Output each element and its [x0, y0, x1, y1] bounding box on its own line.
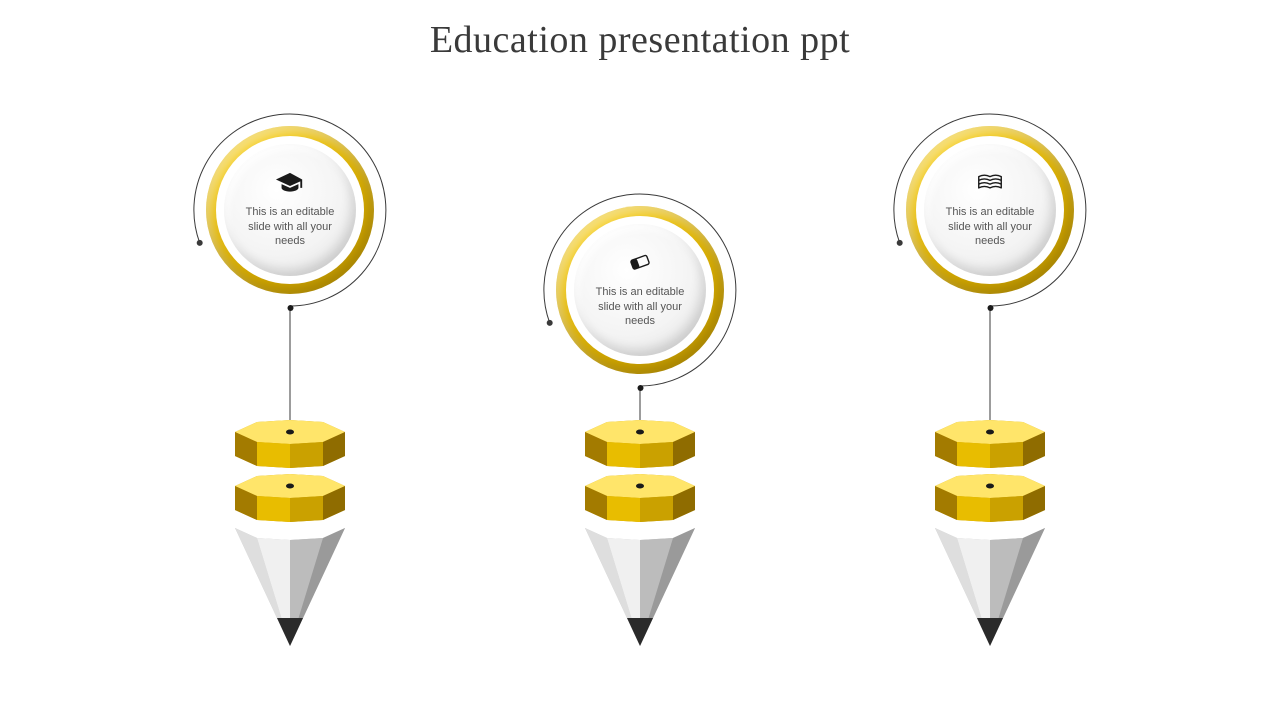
- infographic-stage: This is an editable slide with all your …: [0, 70, 1280, 710]
- eraser-icon: [625, 251, 655, 277]
- pencil-3: [925, 420, 1055, 648]
- slide-title: Education presentation ppt: [0, 0, 1280, 62]
- graduation-cap-icon: [275, 171, 305, 197]
- pencil-tip-3: [925, 528, 1055, 648]
- orbit-3: This is an editable slide with all your …: [890, 110, 1090, 310]
- pencil-hex-top-2: [575, 420, 705, 468]
- books-icon: [975, 171, 1005, 197]
- circle-content-1: This is an editable slide with all your …: [224, 144, 356, 276]
- connector-2: [640, 388, 641, 423]
- pencil-hex-bottom-2: [575, 474, 705, 522]
- circle-content-3: This is an editable slide with all your …: [924, 144, 1056, 276]
- pencil-hex-top-3: [925, 420, 1055, 468]
- item-2-text: This is an editable slide with all your …: [586, 285, 694, 330]
- pencil-tip-2: [575, 528, 705, 648]
- item-3-text: This is an editable slide with all your …: [936, 205, 1044, 250]
- item-1-text: This is an editable slide with all your …: [236, 205, 344, 250]
- orbit-2: This is an editable slide with all your …: [540, 190, 740, 390]
- pencil-hex-bottom-3: [925, 474, 1055, 522]
- connector-1: [290, 308, 291, 423]
- pencil-hex-bottom-1: [225, 474, 355, 522]
- pencil-tip-1: [225, 528, 355, 648]
- connector-3: [990, 308, 991, 423]
- pencil-1: [225, 420, 355, 648]
- info-item-1: This is an editable slide with all your …: [140, 110, 440, 310]
- info-item-2: This is an editable slide with all your …: [490, 190, 790, 390]
- pencil-2: [575, 420, 705, 648]
- circle-content-2: This is an editable slide with all your …: [574, 224, 706, 356]
- pencil-hex-top-1: [225, 420, 355, 468]
- info-item-3: This is an editable slide with all your …: [840, 110, 1140, 310]
- orbit-1: This is an editable slide with all your …: [190, 110, 390, 310]
